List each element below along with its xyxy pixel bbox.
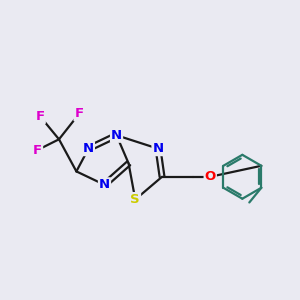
Text: F: F xyxy=(33,143,42,157)
Text: N: N xyxy=(152,142,164,155)
Text: N: N xyxy=(83,142,94,155)
Text: O: O xyxy=(205,170,216,183)
Text: N: N xyxy=(99,178,110,191)
Text: F: F xyxy=(36,110,45,123)
Text: S: S xyxy=(130,193,140,206)
Text: N: N xyxy=(111,129,122,142)
Text: F: F xyxy=(74,107,84,120)
